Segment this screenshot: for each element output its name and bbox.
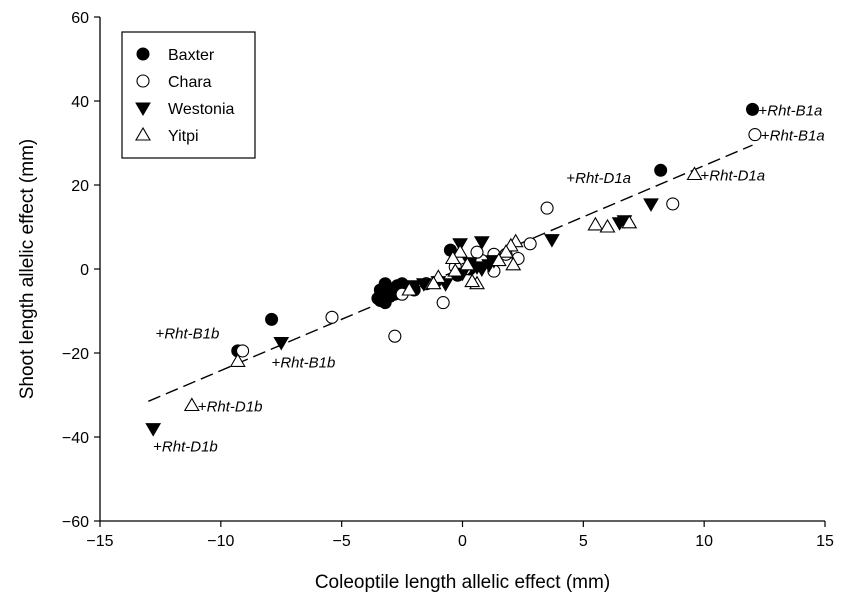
data-point-chara	[523, 237, 537, 251]
x-tick-label: 0	[458, 533, 467, 550]
data-point-westonia	[643, 198, 659, 212]
series-baxter	[231, 102, 759, 358]
x-tick-label: 5	[579, 533, 588, 550]
annotation-label: +Rht-D1b	[198, 399, 263, 416]
plot-area: +Rht-B1a +Rht-B1a +Rht-D1a +Rht-D1a +Rht-B1b…	[145, 102, 825, 456]
y-axis-title: Shoot length allelic effect (mm)	[17, 139, 38, 400]
legend-label: Westonia	[168, 101, 235, 118]
legend-marker	[135, 126, 151, 141]
data-point-westonia	[473, 236, 490, 250]
annotation-label: +Rht-B1a	[759, 102, 823, 119]
data-point-chara	[666, 197, 680, 211]
data-point-westonia	[145, 423, 162, 437]
data-point-baxter	[746, 102, 759, 116]
x-tick-label: −15	[86, 533, 113, 550]
data-point-westonia	[544, 234, 560, 248]
legend-item-yitpi: Yitpi	[135, 126, 199, 145]
legend-marker	[136, 47, 150, 61]
data-point-westonia	[473, 263, 490, 277]
legend-marker	[136, 74, 150, 88]
series-yitpi	[183, 166, 703, 412]
data-point-yitpi	[621, 214, 638, 229]
data-point-westonia	[611, 217, 628, 231]
data-point-yitpi	[452, 244, 469, 258]
y-tick-label: 0	[80, 262, 89, 279]
legend-item-baxter: Baxter	[136, 47, 215, 64]
data-point-baxter	[373, 294, 387, 307]
y-tick-label: −60	[62, 514, 89, 531]
data-point-chara	[540, 201, 554, 215]
data-point-chara	[236, 344, 250, 358]
annotation-label: +Rht-B1b	[156, 325, 220, 342]
data-point-yitpi	[599, 218, 616, 233]
annotation-label: +Rht-B1a	[761, 128, 825, 145]
y-tick-label: 40	[71, 94, 89, 111]
legend-label: Chara	[168, 74, 212, 91]
data-point-baxter	[654, 163, 668, 177]
annotation-label: +Rht-B1b	[272, 355, 336, 372]
data-point-yitpi	[447, 263, 464, 277]
data-point-baxter	[378, 277, 392, 291]
legend-item-westonia: Westonia	[135, 101, 235, 118]
data-point-chara	[436, 296, 450, 310]
x-tick-label: 15	[816, 533, 834, 550]
data-point-chara	[748, 128, 762, 142]
data-point-yitpi	[444, 250, 461, 265]
annotation-label: +Rht-D1b	[153, 439, 218, 456]
data-point-yitpi	[183, 397, 200, 412]
data-point-yitpi	[587, 216, 604, 231]
annotation-label: +Rht-D1a	[566, 170, 631, 187]
data-point-yitpi	[464, 273, 481, 288]
data-point-yitpi	[505, 256, 522, 271]
y-tick-label: −20	[62, 346, 89, 363]
y-tick-label: −40	[62, 430, 89, 447]
data-point-yitpi	[498, 244, 514, 258]
data-point-baxter	[265, 312, 279, 326]
annotation-label: +Rht-D1a	[701, 168, 766, 185]
data-point-chara	[325, 310, 339, 324]
legend-label: Baxter	[168, 47, 215, 64]
x-tick-label: −10	[207, 533, 234, 550]
data-point-yitpi	[425, 275, 442, 290]
x-tick-label: −5	[333, 533, 351, 550]
data-point-westonia	[273, 337, 290, 351]
data-point-yitpi	[686, 166, 703, 181]
data-point-yitpi	[459, 256, 476, 271]
data-point-yitpi	[401, 281, 418, 296]
legend-label: Yitpi	[168, 128, 199, 145]
y-tick-label: 60	[71, 10, 89, 27]
legend-marker	[135, 102, 151, 116]
axes: −15 −10 −5 0 5 10 15 −60 −40 −20 0 20 40 60	[62, 10, 834, 550]
x-axis-title: Coleoptile length allelic effect (mm)	[315, 572, 610, 593]
legend: Baxter Chara Westonia Yitpi	[121, 31, 256, 159]
data-point-chara	[388, 329, 402, 343]
data-point-yitpi	[490, 252, 507, 267]
legend-item-chara: Chara	[136, 74, 212, 91]
data-point-yitpi	[229, 353, 246, 367]
x-tick-label: 10	[695, 533, 713, 550]
series-chara	[236, 128, 762, 358]
y-tick-label: 20	[71, 178, 89, 195]
